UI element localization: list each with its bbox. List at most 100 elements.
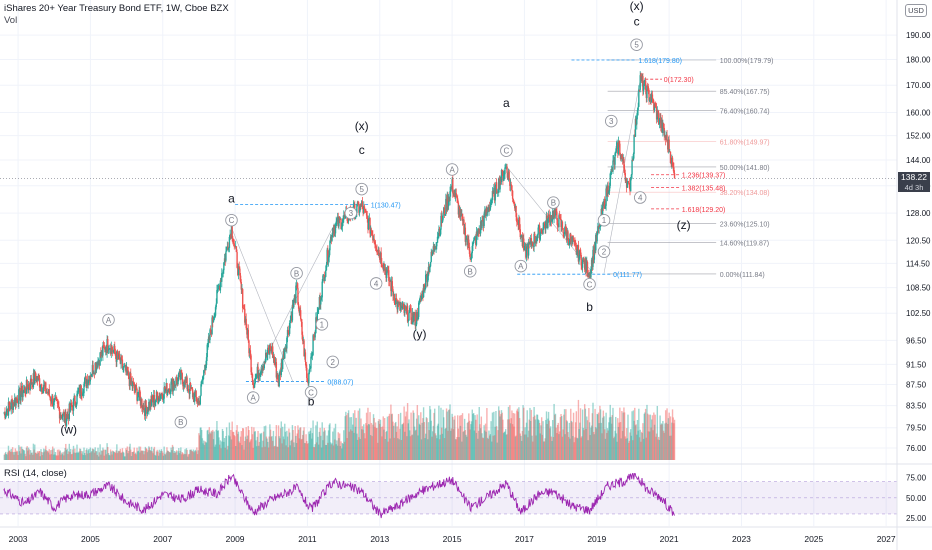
candle-body (373, 238, 375, 243)
volume-bar (301, 434, 304, 460)
candle-body (556, 211, 558, 220)
volume-bar (666, 408, 668, 460)
volume-bar (605, 412, 607, 460)
volume-bar (538, 420, 540, 460)
volume-bar (258, 445, 260, 460)
candle-body (114, 345, 116, 353)
volume-bar (286, 436, 289, 460)
volume-bar (198, 435, 201, 460)
candle-body (328, 250, 330, 258)
y-tick-label: 114.50 (906, 259, 930, 268)
candle-body (98, 360, 100, 361)
volume-bar (119, 448, 122, 460)
volume-bar (105, 449, 107, 460)
volume-bar (16, 451, 19, 460)
volume-bar (182, 453, 184, 460)
volume-bar (562, 429, 564, 460)
volume-bar (356, 433, 358, 460)
volume-bar (60, 454, 62, 460)
volume-bar (395, 421, 397, 460)
volume-bar (642, 423, 644, 460)
volume-bar (482, 438, 485, 460)
volume-bar (180, 447, 182, 460)
volume-bar (638, 437, 641, 460)
volume-bar (487, 438, 489, 460)
candle-body (409, 307, 412, 309)
candle-body (7, 402, 10, 416)
volume-bar (171, 450, 173, 460)
volume-bar (468, 420, 471, 460)
candle-body (163, 387, 165, 399)
volume-bar (526, 410, 528, 460)
candle-body (107, 339, 109, 351)
volume-bar (648, 414, 650, 460)
volume-bar (590, 425, 593, 460)
volume-bar (637, 430, 639, 460)
volume-bar (611, 415, 613, 460)
candle-body (381, 266, 384, 267)
candle-body (404, 305, 407, 309)
volume-bar (59, 450, 61, 460)
candle-body (133, 382, 135, 389)
candle-body (516, 222, 519, 223)
candle-body (276, 374, 278, 378)
candle-body (642, 85, 645, 91)
volume-bar (582, 427, 585, 460)
volume-bar (411, 435, 413, 460)
candle-body (105, 349, 108, 353)
volume-bar (341, 448, 343, 460)
volume-bar (370, 435, 372, 460)
candle-body (300, 319, 303, 322)
volume-bar (521, 430, 524, 460)
candle-body (424, 274, 427, 289)
candle-body (404, 305, 406, 313)
volume-bar (5, 453, 8, 460)
volume-bar (134, 453, 136, 460)
volume-bar (345, 415, 348, 460)
candle-body (173, 382, 175, 387)
candle-body (502, 175, 505, 181)
wave-circle (445, 163, 459, 176)
volume-bar (151, 451, 154, 460)
candle-body (22, 392, 24, 398)
volume-bar (161, 450, 163, 460)
candle-body (643, 80, 645, 86)
wave-circle (463, 265, 477, 278)
volume-bar (149, 450, 151, 460)
candle-body (318, 296, 321, 309)
candle-body (184, 379, 186, 388)
candle-body (308, 368, 311, 373)
volume-bar (353, 432, 355, 460)
wave-circle (597, 213, 611, 227)
candle-body (248, 340, 250, 354)
volume-bar (543, 441, 546, 460)
candle-body (363, 206, 366, 210)
volume-bar (508, 419, 510, 460)
volume-bar (159, 452, 161, 460)
volume-bar (624, 436, 626, 460)
volume-bar (655, 436, 657, 460)
y-tick-label: 79.50 (906, 424, 927, 433)
candle-body (26, 379, 28, 388)
y-tick-label: 152.00 (906, 132, 931, 141)
volume-bar (601, 417, 604, 460)
volume-bar (662, 420, 664, 460)
wave-circle (369, 277, 383, 290)
volume-bar (280, 421, 282, 460)
volume-bar (112, 451, 115, 460)
volume-bar (36, 453, 38, 460)
volume-bar (106, 443, 108, 460)
candle-body (410, 308, 412, 320)
volume-bar (157, 451, 159, 460)
candle-body (593, 246, 596, 260)
currency-badge[interactable]: USD (905, 4, 927, 17)
volume-bar (174, 452, 176, 460)
candle-body (257, 366, 259, 379)
candle-body (378, 249, 380, 255)
volume-bar (196, 454, 199, 460)
candle-body (406, 305, 409, 322)
volume-bar (208, 427, 211, 460)
candle-body (161, 393, 163, 396)
fib-retracement-label: 0.00%(111.84) (720, 272, 765, 279)
volume-bar (8, 450, 10, 460)
